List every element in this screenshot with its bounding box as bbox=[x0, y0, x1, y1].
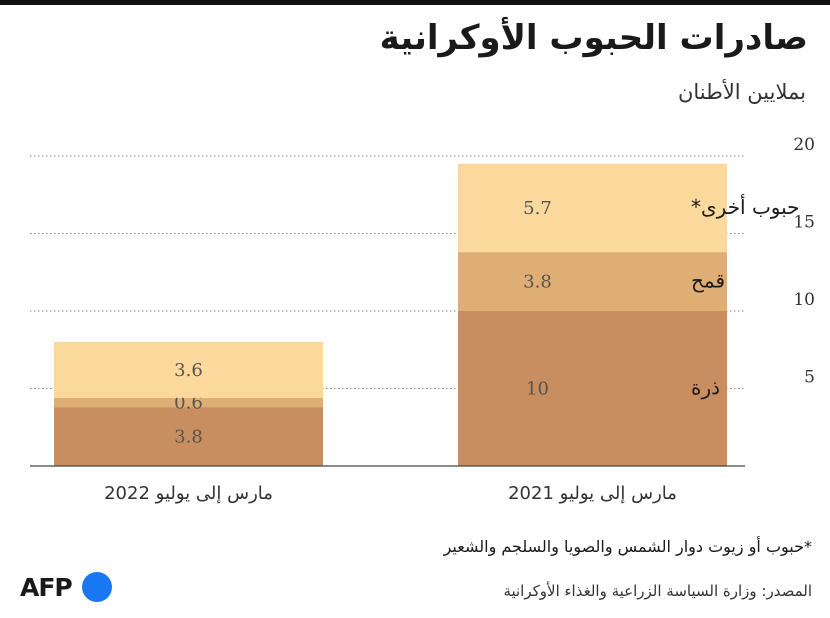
bar-segment-other-1 bbox=[458, 163, 727, 253]
bar-segment-other-2 bbox=[54, 342, 323, 398]
stacked-bar-chart: 5 10 15 20 10 ذرة 3.8 قمح 5.7 حبوب أخرى* مارس إلى … bbox=[30, 135, 815, 504]
afp-logo: AFP bbox=[20, 571, 112, 605]
series-label-corn: ذرة bbox=[691, 376, 720, 400]
afp-logo-text: AFP bbox=[20, 573, 73, 602]
afp-logo-dot-icon bbox=[82, 572, 112, 602]
bar-segment-wheat-1 bbox=[458, 252, 727, 311]
y-tick-label-20: 20 bbox=[793, 135, 815, 155]
source-note: المصدر: وزارة السياسة الزراعية والغذاء ا… bbox=[503, 582, 812, 600]
value-label-other-2: 3.6 bbox=[174, 360, 203, 381]
value-label-wheat-1: 3.8 bbox=[523, 272, 552, 293]
footnote: *حبوب أو زيوت دوار الشمس والصويا والسلجم… bbox=[443, 537, 812, 556]
chart-subtitle: بملايين الأطنان bbox=[677, 80, 806, 104]
bar-segment-wheat-2 bbox=[54, 397, 323, 408]
y-tick-label-15: 15 bbox=[793, 213, 815, 233]
bar-segment-corn-2 bbox=[54, 407, 323, 466]
bar-segment-corn-1 bbox=[458, 311, 727, 466]
value-label-corn-2: 3.8 bbox=[174, 427, 203, 448]
series-label-other: حبوب أخرى* bbox=[691, 194, 800, 219]
chart-title: صادرات الحبوب الأوكرانية bbox=[379, 18, 808, 58]
series-label-wheat: قمح bbox=[691, 269, 725, 293]
y-tick-label-5: 5 bbox=[804, 368, 815, 388]
x-category-label-2: مارس إلى يوليو 2022 bbox=[104, 483, 273, 504]
y-tick-label-10: 10 bbox=[793, 290, 815, 310]
x-category-label-1: مارس إلى يوليو 2021 bbox=[508, 483, 677, 504]
top-rule bbox=[0, 0, 830, 5]
value-label-corn-1: 10 bbox=[526, 379, 549, 400]
value-label-other-1: 5.7 bbox=[523, 198, 552, 219]
